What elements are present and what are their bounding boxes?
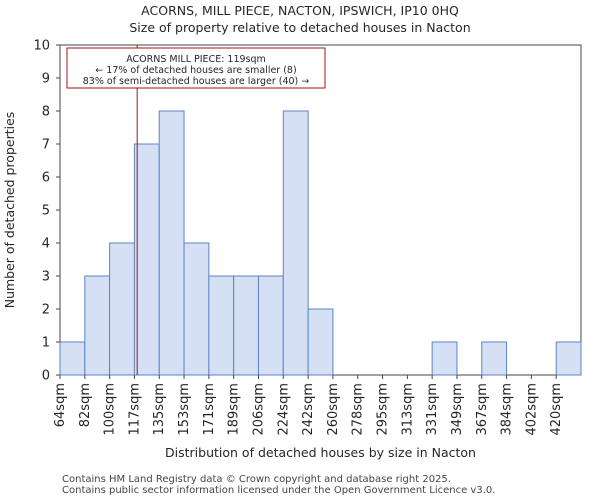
x-tick-label-331sqm: 331sqm bbox=[425, 383, 440, 436]
chart-subtitle: Size of property relative to detached ho… bbox=[129, 20, 471, 35]
x-tick-label-135sqm: 135sqm bbox=[152, 383, 167, 436]
bar-367sqm bbox=[481, 341, 508, 376]
chart-title: ACORNS, MILL PIECE, NACTON, IPSWICH, IP1… bbox=[141, 3, 459, 18]
bar-420sqm bbox=[555, 341, 582, 376]
bar-153sqm bbox=[183, 242, 210, 376]
x-tick-label-100sqm: 100sqm bbox=[103, 383, 118, 436]
annotation-line-2: ← 17% of detached houses are smaller (8) bbox=[95, 65, 296, 76]
bar-171sqm bbox=[208, 275, 235, 376]
x-tick-label-82sqm: 82sqm bbox=[78, 383, 93, 427]
annotation-line-1: ACORNS MILL PIECE: 119sqm bbox=[126, 54, 266, 65]
y-tick-label-10: 10 bbox=[33, 39, 50, 54]
histogram-chart: 0 1 2 3 4 5 6 7 8 9 10 64sqm 82sqm 100sqm 117sqm 135sqm… bbox=[2, 39, 582, 460]
bar-135sqm bbox=[158, 110, 185, 376]
x-tick-label-153sqm: 153sqm bbox=[177, 383, 192, 436]
x-tick-label-313sqm: 313sqm bbox=[400, 383, 415, 436]
footer-licence: Contains public sector information licen… bbox=[62, 485, 496, 496]
x-tick-label-117sqm: 117sqm bbox=[127, 383, 142, 436]
bar-224sqm bbox=[282, 110, 309, 376]
bar-100sqm bbox=[109, 242, 135, 376]
y-tick-label-6: 6 bbox=[42, 171, 50, 186]
x-tick-label-189sqm: 189sqm bbox=[227, 383, 242, 436]
footer-copyright: Contains HM Land Registry data © Crown c… bbox=[62, 474, 451, 485]
x-tick-label-349sqm: 349sqm bbox=[450, 383, 465, 436]
x-tick-label-420sqm: 420sqm bbox=[549, 383, 564, 436]
y-tick-label-5: 5 bbox=[42, 204, 50, 219]
bar-82sqm bbox=[84, 275, 111, 376]
annotation-box bbox=[66, 47, 326, 89]
y-tick-label-0: 0 bbox=[42, 369, 50, 384]
bar-64sqm bbox=[59, 341, 86, 376]
y-tick-label-3: 3 bbox=[42, 270, 50, 285]
y-tick-label-9: 9 bbox=[42, 72, 50, 87]
y-tick-label-7: 7 bbox=[42, 138, 50, 153]
y-tick-label-8: 8 bbox=[42, 105, 50, 120]
bar-189sqm bbox=[233, 275, 259, 376]
bar-331sqm bbox=[431, 341, 458, 376]
x-tick-label-278sqm: 278sqm bbox=[351, 383, 366, 436]
x-tick-label-402sqm: 402sqm bbox=[524, 383, 539, 436]
y-tick-label-1: 1 bbox=[42, 336, 50, 351]
bar-242sqm bbox=[307, 308, 334, 376]
x-tick-label-171sqm: 171sqm bbox=[202, 383, 217, 436]
x-tick-label-367sqm: 367sqm bbox=[475, 383, 490, 436]
y-tick-label-2: 2 bbox=[42, 303, 50, 318]
y-axis-label: Number of detached properties bbox=[2, 112, 17, 309]
x-axis-label: Distribution of detached houses by size … bbox=[165, 445, 476, 460]
bar-117sqm bbox=[133, 143, 160, 376]
x-tick-label-206sqm: 206sqm bbox=[251, 383, 266, 436]
x-tick-label-295sqm: 295sqm bbox=[376, 383, 391, 436]
x-tick-label-384sqm: 384sqm bbox=[500, 383, 515, 436]
x-tick-label-242sqm: 242sqm bbox=[301, 383, 316, 436]
x-tick-label-260sqm: 260sqm bbox=[326, 383, 341, 436]
x-tick-label-64sqm: 64sqm bbox=[53, 383, 68, 427]
annotation-line-3: 83% of semi-detached houses are larger (… bbox=[83, 76, 310, 87]
x-tick-label-224sqm: 224sqm bbox=[276, 383, 291, 436]
bar-206sqm bbox=[257, 275, 284, 376]
y-tick-label-4: 4 bbox=[42, 237, 50, 252]
